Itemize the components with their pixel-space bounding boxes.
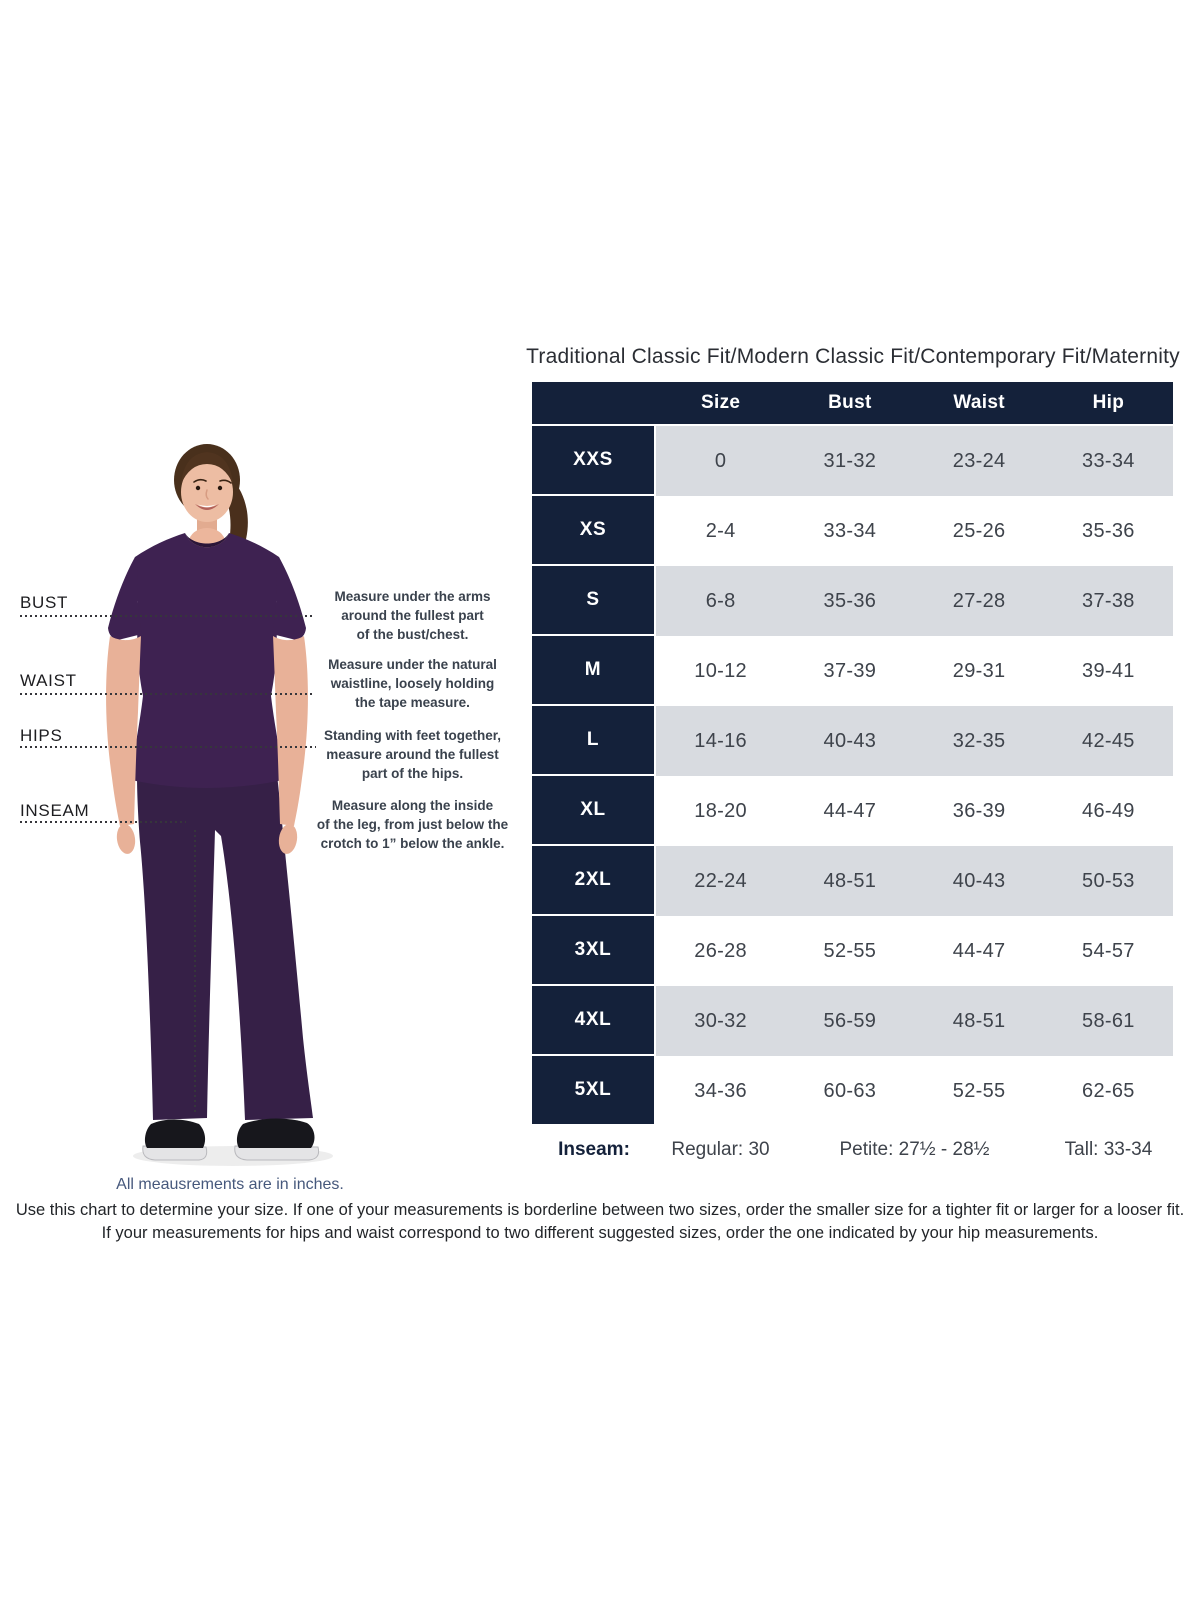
bust-cell: 40-43 bbox=[785, 706, 915, 776]
arms bbox=[106, 636, 308, 854]
table-row-xxs: XXS 0 31-32 23-24 33-34 bbox=[532, 426, 1173, 496]
inseam-regular: Regular: 30 bbox=[671, 1139, 770, 1160]
inseam-vertical-line bbox=[194, 830, 196, 1113]
size-range-cell: 6-8 bbox=[656, 566, 786, 636]
chart-title: Traditional Classic Fit/Modern Classic F… bbox=[526, 345, 1180, 368]
hip-cell: 39-41 bbox=[1082, 659, 1135, 682]
table-row-s: S 6-8 35-36 27-28 37-38 bbox=[532, 566, 1173, 636]
waist-cell: 32-35 bbox=[914, 706, 1044, 776]
size-label: M bbox=[532, 636, 656, 706]
header-cell-empty bbox=[532, 382, 656, 424]
waist-cell: 48-51 bbox=[914, 986, 1044, 1056]
units-note: All meausrements are in inches. bbox=[116, 1176, 344, 1193]
measurement-label-hips: HIPS bbox=[20, 726, 63, 745]
waist-cell: 23-24 bbox=[914, 426, 1044, 496]
usage-note-line2: If your measurements for hips and waist … bbox=[101, 1224, 1099, 1243]
bust-cell: 44-47 bbox=[823, 799, 877, 822]
waist-cell: 36-39 bbox=[952, 799, 1006, 822]
header-cell-size: Size bbox=[701, 392, 741, 413]
bust-cell: 48-51 bbox=[785, 846, 915, 916]
size-label: XS bbox=[532, 496, 656, 566]
header-cell-bust: Bust bbox=[828, 392, 872, 413]
header-cell-hip: Hip bbox=[1092, 392, 1125, 413]
table-row-4xl: 4XL 30-32 56-59 48-51 58-61 bbox=[532, 986, 1173, 1056]
hip-cell: 46-49 bbox=[1082, 799, 1135, 822]
size-table: Size Bust Waist Hip XXS 0 31-32 23-24 33-34 X… bbox=[532, 382, 1173, 1173]
hip-cell: 35-36 bbox=[1082, 519, 1135, 542]
inseam-petite: Petite: 27½ - 28½ bbox=[839, 1139, 990, 1160]
hip-cell: 58-61 bbox=[1043, 986, 1173, 1056]
waist-cell: 27-28 bbox=[914, 566, 1044, 636]
size-label: 5XL bbox=[532, 1056, 656, 1126]
size-label: XXS bbox=[532, 426, 656, 496]
size-label: XL bbox=[532, 776, 656, 846]
hips-instruction: Standing with feet together, measure aro… bbox=[323, 728, 501, 781]
inseam-instruction: Measure along the inside of the leg, fro… bbox=[316, 798, 509, 851]
hip-cell: 33-34 bbox=[1043, 426, 1173, 496]
size-range-cell: 22-24 bbox=[656, 846, 786, 916]
table-row-5xl: 5XL 34-36 60-63 52-55 62-65 bbox=[532, 1056, 1173, 1126]
measurement-label-inseam: INSEAM bbox=[20, 801, 90, 820]
size-range-cell: 0 bbox=[656, 426, 786, 496]
shoes bbox=[142, 1118, 320, 1161]
size-range-cell: 2-4 bbox=[705, 519, 736, 542]
waist-cell: 44-47 bbox=[952, 939, 1006, 962]
hip-cell: 37-38 bbox=[1043, 566, 1173, 636]
size-range-cell: 14-16 bbox=[656, 706, 786, 776]
size-label: 2XL bbox=[532, 846, 656, 916]
waist-measure-line bbox=[20, 693, 314, 695]
hip-cell: 42-45 bbox=[1043, 706, 1173, 776]
scrubs-model-figure bbox=[85, 430, 345, 1170]
table-row-2xl: 2XL 22-24 48-51 40-43 50-53 bbox=[532, 846, 1173, 916]
size-label: L bbox=[532, 706, 656, 776]
bust-cell: 37-39 bbox=[823, 659, 877, 682]
table-row-xl: XL 18-20 44-47 36-39 46-49 bbox=[532, 776, 1173, 846]
table-row-l: L 14-16 40-43 32-35 42-45 bbox=[532, 706, 1173, 776]
size-label: 3XL bbox=[532, 916, 656, 986]
table-row-3xl: 3XL 26-28 52-55 44-47 54-57 bbox=[532, 916, 1173, 986]
bust-measure-line bbox=[20, 615, 312, 617]
inseam-row: Inseam: Regular: 30 Petite: 27½ - 28½ Ta… bbox=[532, 1127, 1173, 1173]
face bbox=[181, 452, 233, 522]
measurement-label-bust: BUST bbox=[20, 593, 69, 612]
size-range-cell: 34-36 bbox=[694, 1079, 747, 1102]
waist-cell: 25-26 bbox=[952, 519, 1006, 542]
measurement-label-waist: WAIST bbox=[20, 671, 77, 690]
size-range-cell: 30-32 bbox=[656, 986, 786, 1056]
hip-cell: 54-57 bbox=[1082, 939, 1135, 962]
bust-cell: 31-32 bbox=[785, 426, 915, 496]
bust-cell: 33-34 bbox=[823, 519, 877, 542]
bust-cell: 35-36 bbox=[785, 566, 915, 636]
inseam-measure-line bbox=[20, 821, 186, 823]
bust-cell: 60-63 bbox=[823, 1079, 877, 1102]
table-body: XXS 0 31-32 23-24 33-34 XS 2-4 33-34 25-26 35-36 S… bbox=[532, 426, 1173, 1126]
header-cell-waist: Waist bbox=[953, 392, 1005, 413]
usage-note: Use this chart to determine your size. I… bbox=[0, 1199, 1200, 1246]
size-range-cell: 10-12 bbox=[694, 659, 747, 682]
hip-cell: 62-65 bbox=[1082, 1079, 1135, 1102]
model-illustration bbox=[106, 444, 333, 1166]
inseam-label: Inseam: bbox=[558, 1139, 630, 1160]
waist-instruction: Measure under the natural waistline, loo… bbox=[328, 657, 497, 710]
waist-cell: 52-55 bbox=[952, 1079, 1006, 1102]
size-label: S bbox=[532, 566, 656, 636]
size-label: 4XL bbox=[532, 986, 656, 1056]
scrub-pants bbox=[137, 774, 313, 1120]
hip-cell: 50-53 bbox=[1043, 846, 1173, 916]
bust-instruction: Measure under the arms around the fulles… bbox=[334, 589, 491, 642]
bust-cell: 56-59 bbox=[785, 986, 915, 1056]
inseam-tall: Tall: 33-34 bbox=[1064, 1139, 1153, 1160]
table-row-xs: XS 2-4 33-34 25-26 35-36 bbox=[532, 496, 1173, 566]
hips-measure-line bbox=[20, 746, 316, 748]
size-range-cell: 26-28 bbox=[694, 939, 747, 962]
table-row-m: M 10-12 37-39 29-31 39-41 bbox=[532, 636, 1173, 706]
usage-note-line1: Use this chart to determine your size. I… bbox=[15, 1201, 1185, 1219]
waist-cell: 40-43 bbox=[914, 846, 1044, 916]
bust-cell: 52-55 bbox=[823, 939, 877, 962]
scrub-top bbox=[108, 533, 306, 788]
table-header: Size Bust Waist Hip bbox=[532, 382, 1173, 426]
size-range-cell: 18-20 bbox=[694, 799, 747, 822]
waist-cell: 29-31 bbox=[952, 659, 1006, 682]
